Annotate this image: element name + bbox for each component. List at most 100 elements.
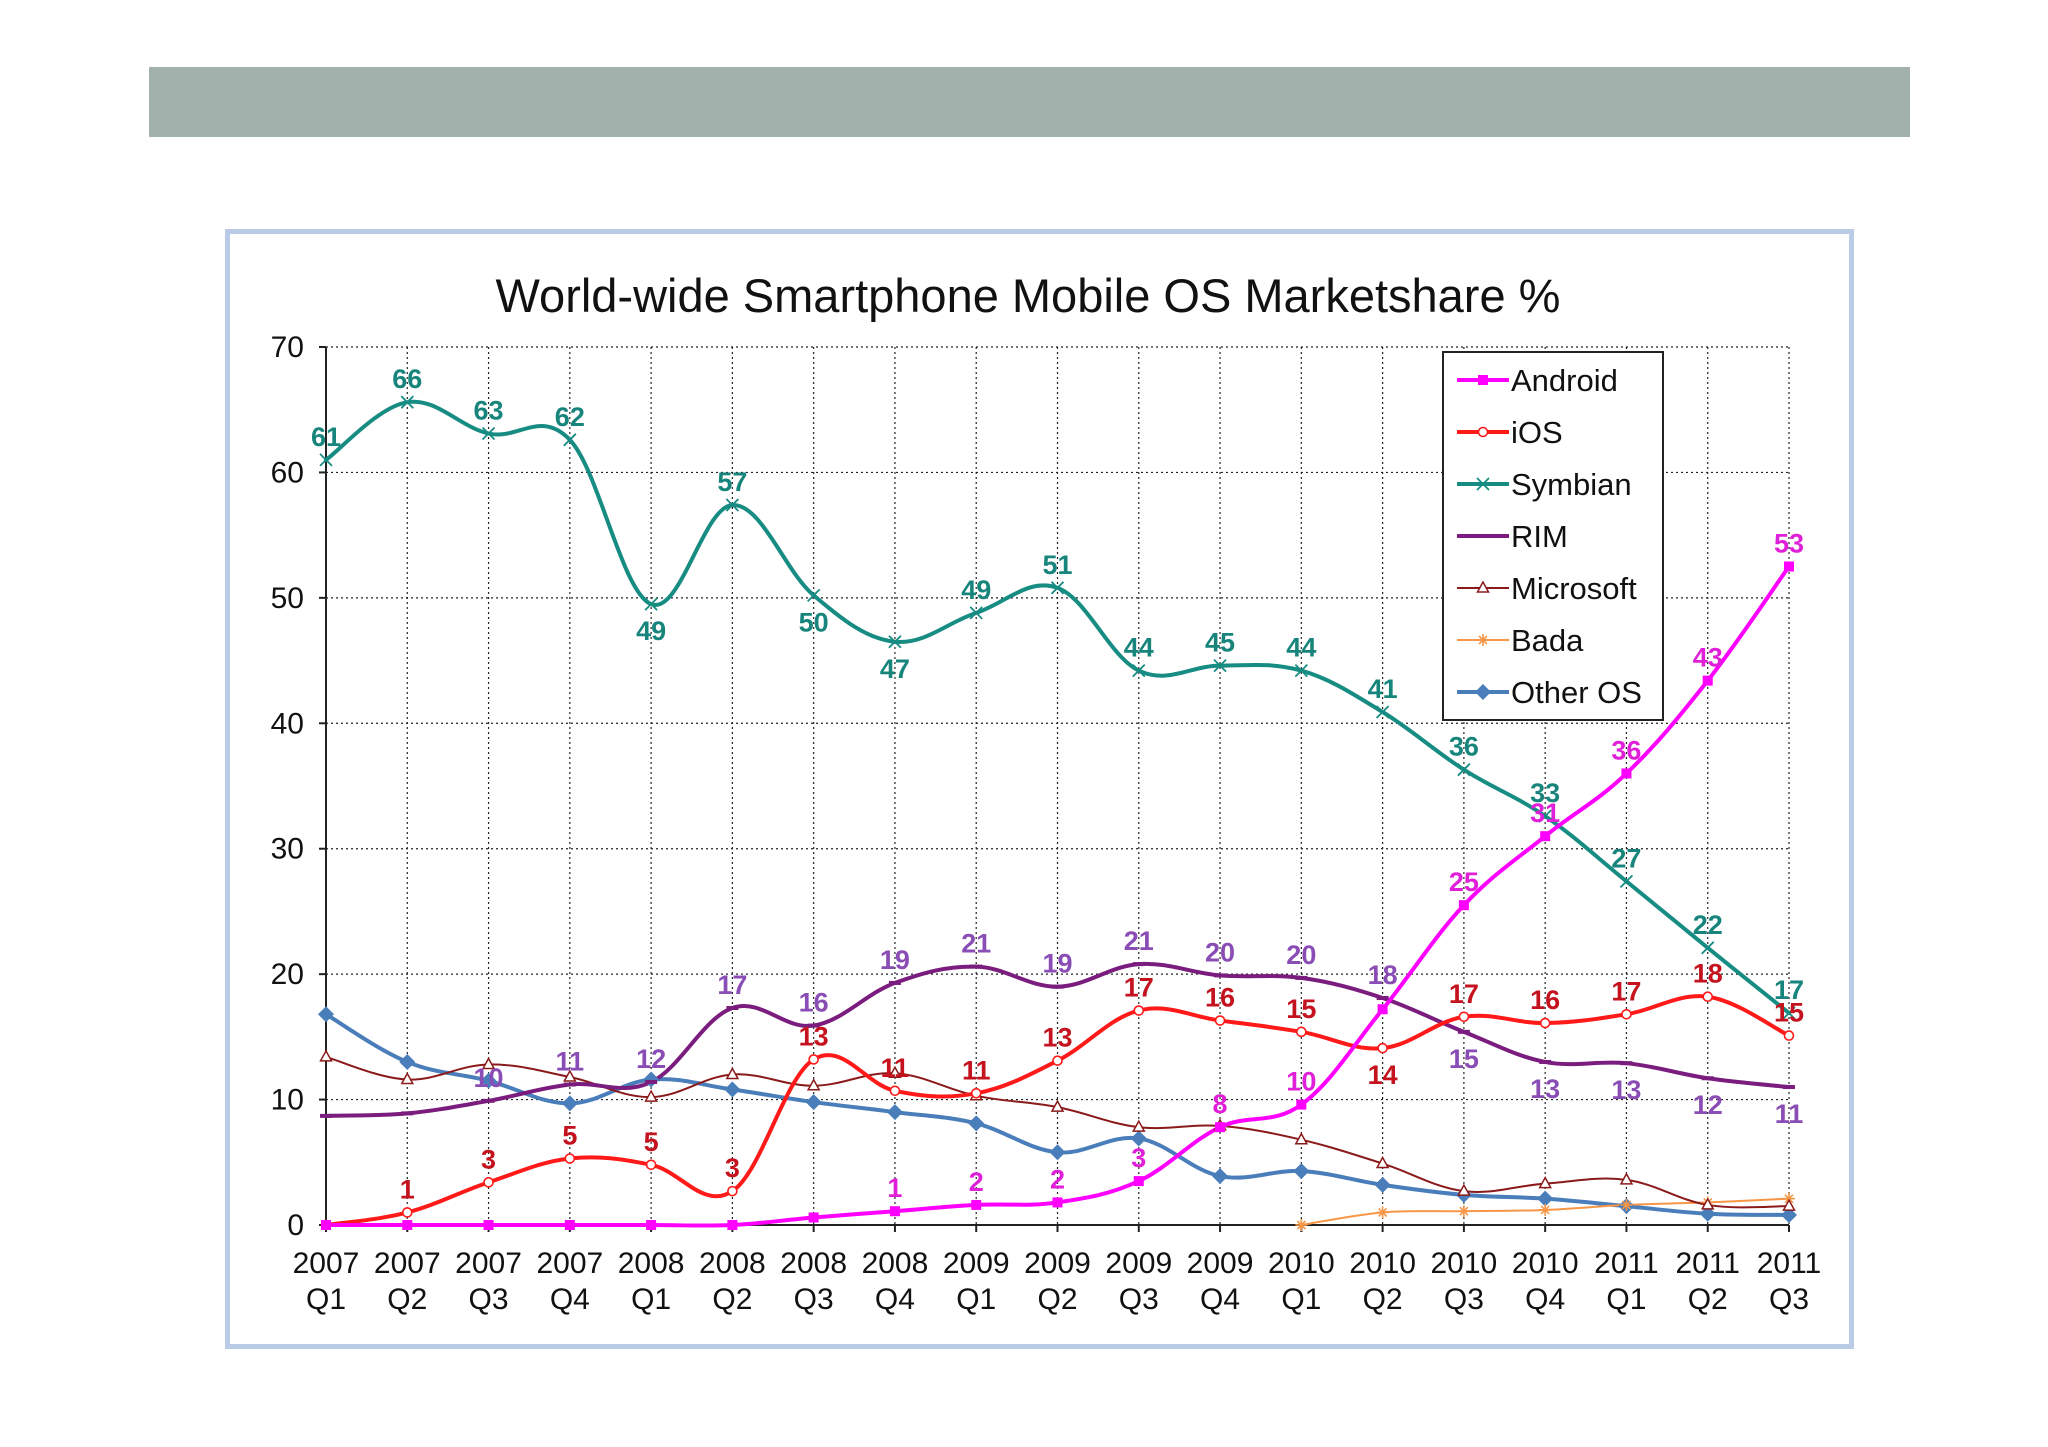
data-label-rim: 20 [1205, 937, 1235, 967]
x-marker-stroke [1213, 658, 1227, 673]
x-marker-stroke [807, 588, 821, 602]
data-label-android: 3 [1131, 1143, 1146, 1173]
point-android [646, 1220, 657, 1230]
data-label-rim: 11 [1775, 1099, 1804, 1129]
point-other-os [805, 1094, 822, 1111]
point-ios [1214, 1015, 1226, 1026]
point-microsoft [481, 1056, 496, 1070]
data-label-ios: 16 [1530, 985, 1560, 1015]
point-rim [1376, 995, 1389, 1000]
point-ios [808, 1054, 819, 1065]
x-tick-label: Q3 [469, 1283, 509, 1316]
point-other-os [561, 1095, 578, 1112]
x-marker-stroke [888, 635, 902, 649]
x-tick-label: Q1 [956, 1283, 996, 1316]
point-ios [1702, 991, 1714, 1003]
point-symbian [319, 453, 333, 467]
point-symbian [1294, 663, 1308, 678]
point-symbian [888, 635, 902, 649]
data-label-android: 25 [1449, 867, 1479, 897]
point-android [1052, 1197, 1063, 1208]
data-label-symbian: 49 [636, 616, 666, 646]
point-microsoft [319, 1049, 333, 1062]
star-marker-stroke [1378, 1207, 1388, 1218]
legend-marker-microsoft [1476, 580, 1490, 593]
data-label-symbian: 45 [1205, 628, 1235, 658]
point-rim [807, 1023, 820, 1028]
y-tick-label: 10 [271, 1084, 304, 1117]
x-tick-label: Q4 [550, 1283, 590, 1316]
x-tick-label: 2007 [455, 1247, 522, 1280]
point-symbian [1619, 874, 1634, 888]
point-ios [970, 1087, 982, 1099]
point-rim [1783, 1085, 1795, 1090]
x-tick-label: 2011 [1594, 1247, 1659, 1280]
point-android [1377, 1004, 1388, 1015]
data-label-symbian: 41 [1368, 674, 1398, 704]
x-tick-label: 2010 [1431, 1247, 1498, 1280]
x-tick-label: 2008 [780, 1247, 847, 1280]
point-ios [401, 1207, 413, 1218]
star-marker-stroke [1296, 1220, 1306, 1230]
data-label-ios: 15 [1286, 994, 1316, 1024]
data-label-ios: 13 [799, 1021, 829, 1051]
x-marker-stroke [1132, 663, 1146, 678]
data-label-symbian: 47 [880, 654, 910, 684]
data-label-ios: 5 [644, 1127, 659, 1157]
point-bada [1295, 1219, 1308, 1231]
point-other-os [1374, 1176, 1391, 1193]
point-rim [563, 1082, 576, 1087]
axis-layer: 0102030405060702007Q12007Q22007Q32007Q42… [271, 331, 1822, 1316]
point-other-os [724, 1081, 741, 1098]
legend-item-bada: Bada [1457, 623, 1584, 658]
data-label-symbian: 27 [1611, 843, 1641, 873]
data-label-symbian: 57 [717, 467, 747, 497]
point-rim [1295, 975, 1308, 980]
x-tick-label: 2009 [1024, 1247, 1091, 1280]
data-label-rim: 17 [717, 970, 747, 1000]
data-label-symbian: 44 [1124, 633, 1154, 663]
data-label-ios: 3 [481, 1144, 496, 1174]
x-marker-stroke [481, 426, 496, 441]
data-label-ios: 17 [1449, 979, 1479, 1009]
point-rim [645, 1080, 658, 1085]
point-microsoft [725, 1066, 740, 1080]
point-ios [1458, 1011, 1470, 1023]
data-label-symbian: 63 [474, 396, 504, 426]
data-label-rim: 19 [880, 945, 910, 975]
legend-box [1442, 351, 1664, 721]
point-android [1702, 675, 1713, 686]
y-tick-label: 70 [271, 331, 304, 364]
chart: 0102030405060702007Q12007Q22007Q32007Q42… [271, 269, 1822, 1316]
legend-item-rim: RIM [1457, 519, 1568, 554]
data-label-symbian: 17 [1774, 975, 1804, 1005]
data-label-rim: 16 [799, 988, 829, 1018]
point-android [1784, 561, 1794, 572]
legend-label-microsoft: Microsoft [1511, 571, 1637, 606]
data-label-symbian: 61 [311, 422, 341, 452]
x-tick-label: Q3 [1769, 1283, 1809, 1316]
point-android [321, 1220, 331, 1230]
x-marker-stroke [725, 498, 740, 512]
x-tick-label: Q2 [1688, 1283, 1728, 1316]
x-tick-label: Q1 [631, 1283, 671, 1316]
x-tick-label: 2009 [943, 1247, 1010, 1280]
data-label-ios: 17 [1611, 976, 1641, 1006]
point-rim [888, 980, 901, 985]
point-microsoft [644, 1089, 658, 1102]
point-rim [1457, 1029, 1470, 1034]
point-android [808, 1212, 819, 1223]
data-label-ios: 11 [962, 1055, 991, 1085]
x-tick-label: Q4 [875, 1283, 915, 1316]
point-symbian [481, 426, 496, 441]
point-android [483, 1220, 494, 1230]
x-tick-label: 2007 [374, 1247, 441, 1280]
point-other-os [1293, 1163, 1310, 1180]
point-microsoft [1619, 1172, 1634, 1185]
x-tick-label: Q1 [1281, 1283, 1321, 1316]
x-marker-stroke [1294, 663, 1308, 678]
x-marker-stroke [969, 606, 983, 620]
point-ios [1783, 1030, 1795, 1041]
point-other-os [399, 1053, 416, 1070]
data-label-ios: 5 [562, 1121, 577, 1151]
